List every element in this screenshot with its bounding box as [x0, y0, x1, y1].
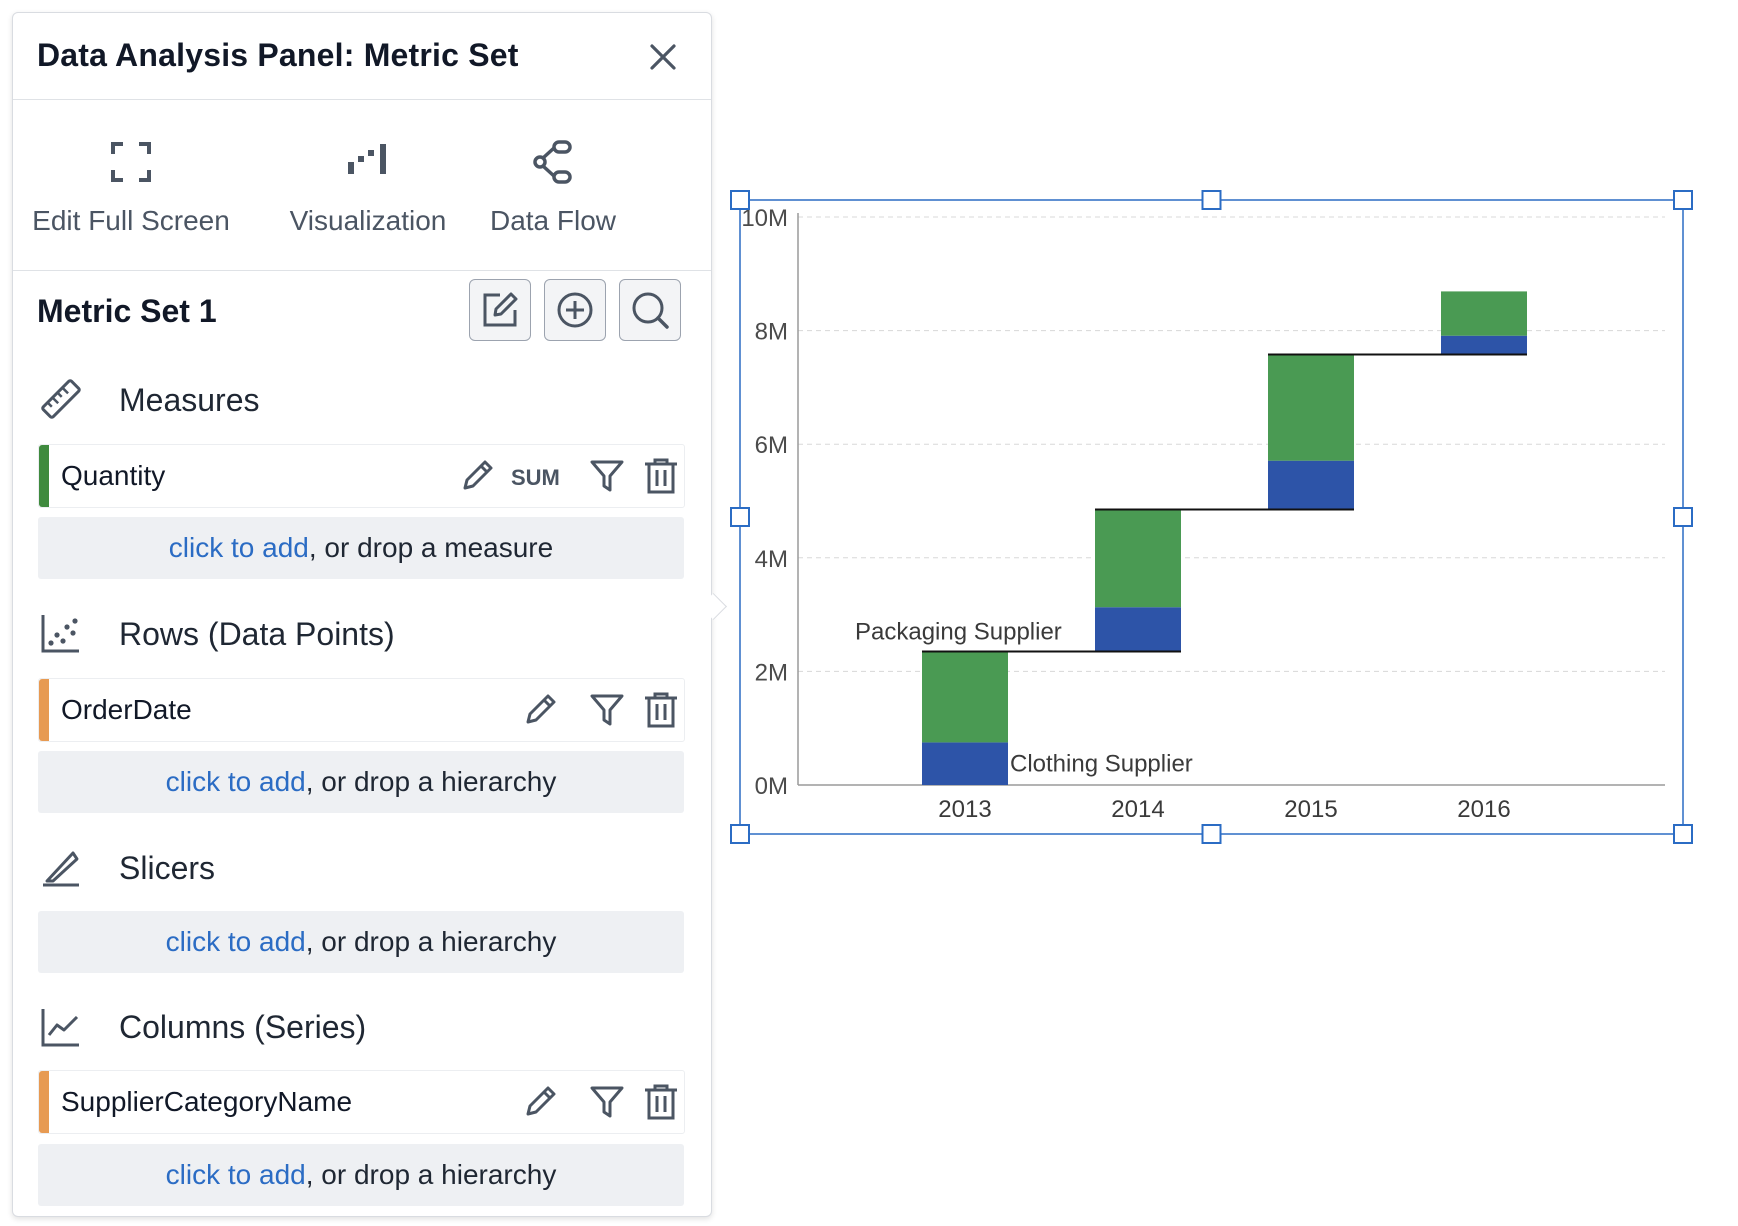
- filter-icon[interactable]: [587, 1082, 627, 1122]
- bar-packaging-supplier[interactable]: [1095, 509, 1181, 608]
- drop-hint: , or drop a hierarchy: [305, 766, 557, 797]
- x-tick-label: 2014: [1111, 796, 1164, 823]
- measure-field-quantity[interactable]: Quantity SUM: [38, 444, 685, 508]
- field-label: OrderDate: [61, 694, 192, 725]
- data-flow-icon: [533, 140, 572, 184]
- row-field-orderdate[interactable]: OrderDate: [38, 678, 685, 742]
- fullscreen-icon: [111, 142, 151, 182]
- field-color-bar: [39, 1071, 49, 1133]
- click-to-add-link[interactable]: click to add: [168, 532, 309, 563]
- x-tick-label: 2013: [938, 796, 991, 823]
- panel-toolbar: Edit Full Screen Visualization Data Flow: [13, 100, 711, 271]
- drop-hint: , or drop a hierarchy: [305, 926, 557, 957]
- filter-icon[interactable]: [587, 690, 627, 730]
- trash-icon[interactable]: [641, 690, 681, 730]
- columns-section-title: Columns (Series): [119, 1009, 367, 1045]
- edit-icon: [483, 292, 518, 327]
- aggregation-label[interactable]: SUM: [511, 465, 560, 490]
- edit-full-screen-label: Edit Full Screen: [32, 205, 230, 236]
- search-icon: [632, 292, 669, 329]
- measures-section-title: Measures: [119, 382, 260, 418]
- field-label: SupplierCategoryName: [61, 1086, 353, 1117]
- pencil-icon[interactable]: [457, 456, 497, 496]
- drop-hint: , or drop a hierarchy: [305, 1159, 557, 1190]
- edit-full-screen-button[interactable]: Edit Full Screen: [31, 100, 231, 270]
- bar-packaging-supplier[interactable]: [1268, 354, 1354, 461]
- slicers-section-title: Slicers: [119, 850, 216, 886]
- resize-handle[interactable]: [1201, 190, 1222, 210]
- edit-button[interactable]: [469, 279, 531, 341]
- resize-handle[interactable]: [730, 507, 750, 527]
- visualization-button[interactable]: Visualization: [275, 100, 461, 270]
- y-tick-label: 6M: [755, 432, 788, 459]
- pencil-icon[interactable]: [520, 1082, 560, 1122]
- slicers-drop-zone[interactable]: click to add, or drop a hierarchy: [38, 911, 684, 973]
- bar-clothing-supplier[interactable]: [1095, 607, 1181, 652]
- filter-icon[interactable]: [587, 456, 627, 496]
- x-tick-label: 2016: [1457, 796, 1510, 823]
- line-chart-icon: [41, 1009, 79, 1047]
- bar-clothing-supplier[interactable]: [1268, 460, 1354, 510]
- y-tick-label: 0M: [755, 773, 788, 800]
- data-analysis-panel: Data Analysis Panel: Metric Set Edit Ful…: [12, 12, 712, 1217]
- click-to-add-link[interactable]: click to add: [165, 766, 306, 797]
- resize-handle[interactable]: [1201, 824, 1222, 844]
- rows-drop-zone[interactable]: click to add, or drop a hierarchy: [38, 751, 684, 813]
- resize-handle[interactable]: [730, 824, 750, 844]
- bar-packaging-supplier[interactable]: [922, 651, 1008, 743]
- scatter-icon: [41, 615, 79, 653]
- visualization-label: Visualization: [289, 205, 447, 236]
- field-color-bar: [39, 445, 49, 507]
- resize-handle[interactable]: [1673, 507, 1693, 527]
- ruler-icon: [41, 379, 81, 419]
- columns-drop-zone[interactable]: click to add, or drop a hierarchy: [38, 1144, 684, 1206]
- drop-hint: , or drop a measure: [308, 532, 554, 563]
- click-to-add-link[interactable]: click to add: [165, 926, 306, 957]
- x-tick-label: 2015: [1284, 796, 1337, 823]
- panel-header: Data Analysis Panel: Metric Set: [13, 13, 711, 100]
- trash-icon[interactable]: [641, 1082, 681, 1122]
- resize-handle[interactable]: [730, 190, 750, 210]
- y-tick-label: 2M: [755, 659, 788, 686]
- knife-icon: [43, 851, 79, 887]
- resize-handle[interactable]: [1673, 824, 1693, 844]
- trash-icon[interactable]: [641, 456, 681, 496]
- y-tick-label: 4M: [755, 546, 788, 573]
- resize-handle[interactable]: [1673, 190, 1693, 210]
- field-color-bar: [39, 679, 49, 741]
- click-to-add-link[interactable]: click to add: [165, 1159, 306, 1190]
- selection-frame: [739, 199, 1684, 835]
- metric-set-title: Metric Set 1: [37, 293, 217, 329]
- data-flow-button[interactable]: Data Flow: [473, 100, 633, 270]
- panel-title: Data Analysis Panel: Metric Set: [37, 37, 519, 73]
- series-label: Clothing Supplier: [1010, 751, 1193, 778]
- add-circle-icon: [557, 292, 593, 328]
- pencil-icon[interactable]: [520, 690, 560, 730]
- bar-clothing-supplier[interactable]: [922, 742, 1008, 785]
- visualization-icon: [348, 144, 386, 174]
- y-tick-label: 8M: [755, 319, 788, 346]
- search-button[interactable]: [619, 279, 681, 341]
- measure-drop-zone[interactable]: click to add, or drop a measure: [38, 517, 684, 579]
- series-label: Packaging Supplier: [855, 619, 1062, 646]
- bar-packaging-supplier[interactable]: [1441, 291, 1527, 336]
- add-button[interactable]: [544, 279, 606, 341]
- column-field-suppliercategoryname[interactable]: SupplierCategoryName: [38, 1070, 685, 1134]
- bar-clothing-supplier[interactable]: [1441, 335, 1527, 355]
- close-icon[interactable]: [643, 37, 683, 77]
- rows-section-title: Rows (Data Points): [119, 616, 395, 652]
- field-label: Quantity: [61, 460, 166, 491]
- data-flow-label: Data Flow: [489, 205, 617, 236]
